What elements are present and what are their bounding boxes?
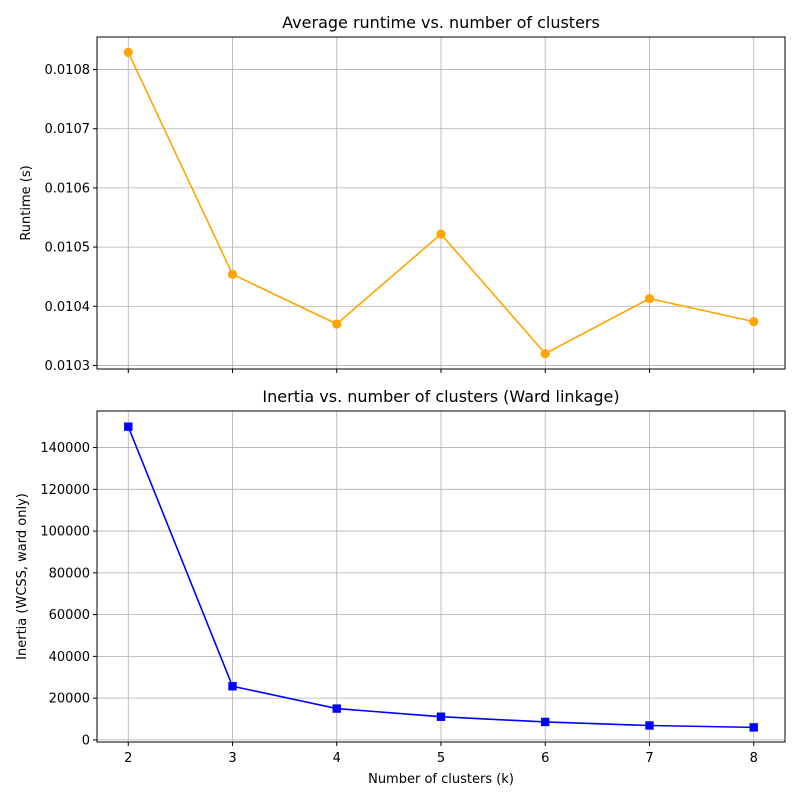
inertia-ytick-label: 140000 — [40, 441, 90, 456]
runtime-data-point — [227, 269, 238, 279]
runtime-panel: 0.0103 0.0104 0.0105 0.0106 0.0107 0.0108 Aver… — [19, 13, 786, 374]
runtime-ytick-label: 0.0104 — [45, 300, 91, 315]
inertia-ytick-label: 60000 — [49, 608, 90, 623]
inertia-ytick-label: 120000 — [40, 483, 90, 498]
runtime-ytick-label: 0.0103 — [45, 359, 91, 374]
runtime-ytick-label: 0.0105 — [45, 241, 91, 256]
inertia-xtick-label: 7 — [645, 751, 653, 766]
inertia-xtick-label: 4 — [333, 751, 341, 766]
inertia-ylabel: Inertia (WCSS, ward only) — [15, 493, 30, 660]
inertia-axes-frame — [96, 410, 786, 743]
runtime-data-point — [749, 317, 759, 327]
inertia-ytick-label: 80000 — [49, 566, 90, 581]
inertia-data-point — [541, 717, 550, 727]
runtime-data-point — [644, 293, 655, 304]
inertia-ytick-label: 40000 — [49, 650, 90, 665]
inertia-data-point — [332, 704, 341, 713]
runtime-ytick-label: 0.0108 — [45, 63, 91, 78]
runtime-data-point — [436, 229, 446, 239]
inertia-xtick-label: 3 — [228, 751, 236, 766]
inertia-data-point — [228, 682, 237, 691]
runtime-data-point — [123, 47, 133, 57]
inertia-xtick-label: 2 — [124, 751, 132, 766]
runtime-axes-frame — [96, 36, 786, 370]
inertia-data-point — [124, 422, 133, 431]
inertia-ytick-label: 100000 — [40, 525, 90, 540]
inertia-ytick-label: 0 — [82, 733, 90, 748]
inertia-xtick-label: 6 — [541, 751, 549, 766]
inertia-data-point — [645, 721, 654, 730]
inertia-data-point — [436, 712, 446, 721]
inertia-xtick-label: 8 — [750, 751, 758, 766]
inertia-data-point — [749, 723, 758, 732]
inertia-xtick-label: 5 — [437, 751, 445, 766]
runtime-data-point — [332, 319, 342, 329]
runtime-ytick-label: 0.0107 — [45, 122, 91, 137]
inertia-panel: 2 3 4 5 6 7 8 0 20000 40000 60000 80000 100000 120000… — [15, 387, 786, 787]
runtime-title: Average runtime vs. number of clusters — [282, 13, 600, 32]
runtime-data-point — [540, 349, 550, 359]
inertia-ytick-label: 20000 — [49, 692, 90, 707]
runtime-ylabel: Runtime (s) — [19, 165, 34, 240]
inertia-title: Inertia vs. number of clusters (Ward lin… — [262, 387, 619, 406]
runtime-ytick-label: 0.0106 — [45, 181, 91, 196]
inertia-xlabel: Number of clusters (k) — [368, 772, 514, 787]
